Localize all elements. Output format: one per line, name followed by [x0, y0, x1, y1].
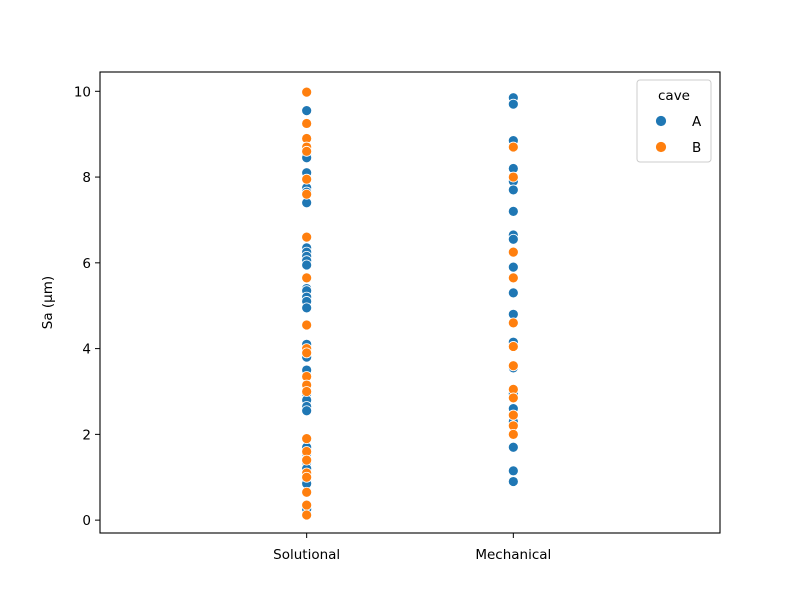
y-tick-label: 6 — [82, 256, 91, 272]
data-point-b — [507, 171, 519, 183]
data-point-b — [301, 471, 313, 483]
data-point-b — [301, 454, 313, 466]
y-tick-label: 2 — [82, 427, 91, 443]
data-point-b — [507, 392, 519, 404]
x-tick-label: Mechanical — [475, 547, 551, 563]
data-point-a — [507, 98, 519, 110]
data-point-b — [301, 433, 313, 445]
data-point-a — [507, 233, 519, 245]
x-axis-ticks: Solutional Mechanical — [273, 533, 551, 563]
data-point-a — [507, 465, 519, 477]
data-point-b — [507, 428, 519, 440]
data-point-a — [301, 259, 313, 271]
y-tick-label: 0 — [82, 513, 91, 529]
legend: cave AB — [636, 79, 712, 163]
legend-marker-b — [655, 141, 667, 153]
data-point-b — [301, 272, 313, 284]
plot-frame — [99, 71, 721, 534]
data-point-b — [507, 246, 519, 258]
data-point-b — [301, 145, 313, 157]
data-point-b — [301, 386, 313, 397]
data-point-b — [507, 317, 519, 329]
data-point-b — [301, 347, 313, 359]
data-point-b — [507, 272, 519, 284]
data-point-a — [507, 476, 519, 487]
legend-title: cave — [658, 88, 690, 104]
data-point-a — [301, 302, 313, 314]
data-point-b — [507, 141, 519, 153]
legend-box — [636, 79, 712, 163]
legend-marker-a — [655, 115, 667, 127]
data-point-a — [507, 261, 519, 273]
y-axis-label: Sa (μm) — [40, 276, 56, 329]
data-point-b — [507, 341, 519, 352]
data-point-b — [301, 499, 313, 511]
data-point-b — [507, 360, 519, 372]
x-tick-label: Solutional — [273, 547, 340, 563]
legend-label-a: A — [692, 114, 702, 130]
data-point-b — [301, 319, 313, 331]
data-point-b — [301, 188, 313, 200]
data-point-b — [301, 486, 313, 498]
data-point-b — [301, 509, 313, 521]
data-point-a — [301, 405, 313, 417]
data-points — [301, 86, 519, 521]
data-point-a — [507, 287, 519, 299]
data-point-b — [301, 173, 313, 185]
data-point-b — [301, 231, 313, 243]
data-point-a — [507, 205, 519, 217]
data-point-b — [301, 118, 313, 129]
data-point-a — [507, 441, 519, 453]
legend-label-b: B — [692, 140, 701, 156]
data-point-a — [507, 184, 519, 196]
data-point-a — [301, 105, 313, 116]
y-tick-label: 8 — [82, 170, 91, 186]
data-point-b — [507, 409, 519, 421]
y-tick-label: 4 — [82, 342, 91, 358]
y-tick-label: 10 — [74, 84, 91, 100]
legend-items: AB — [655, 114, 702, 156]
y-axis-ticks: 0 2 4 6 8 10 — [74, 84, 100, 529]
data-point-b — [301, 86, 313, 98]
